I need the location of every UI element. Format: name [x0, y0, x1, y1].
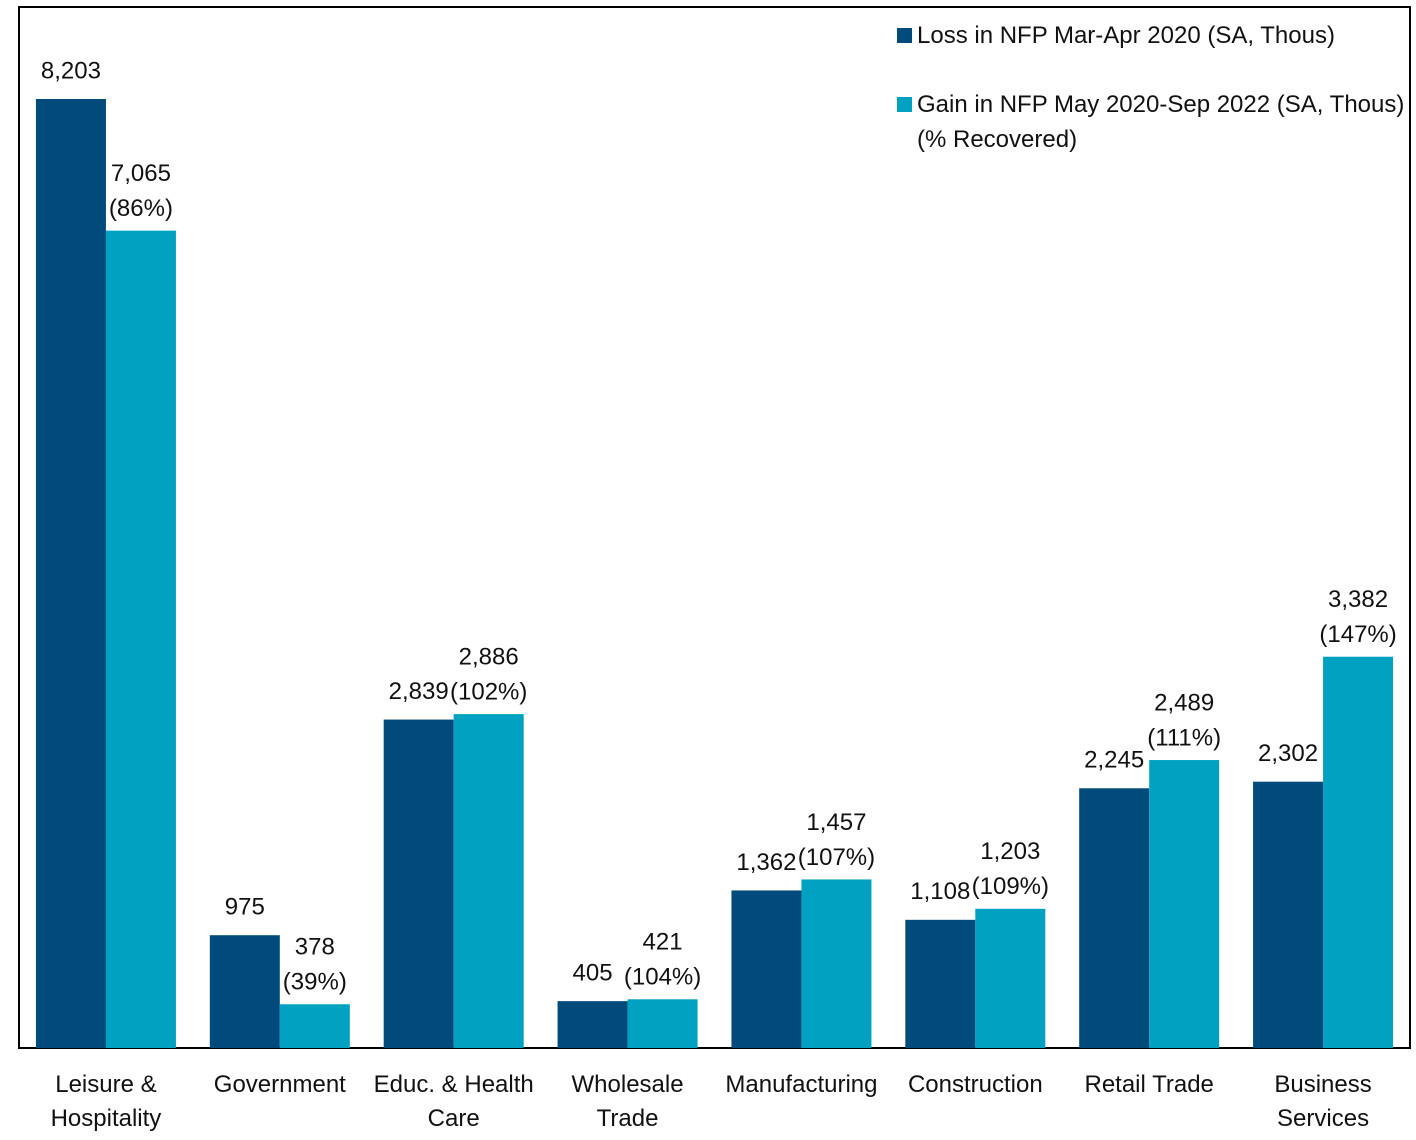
- bar: [279, 1004, 350, 1048]
- data-label: 1,108: [910, 878, 970, 905]
- bar: [731, 890, 802, 1048]
- plot-frame: [18, 6, 1411, 1049]
- bar: [383, 719, 454, 1048]
- bar: [557, 1001, 628, 1048]
- bar: [801, 879, 872, 1048]
- x-tick-label: Construction: [907, 1071, 1043, 1098]
- bar: [627, 999, 698, 1048]
- x-tick-label: Retail Trade: [1084, 1071, 1214, 1098]
- bar: [905, 919, 976, 1048]
- recovered-label: (86%): [109, 195, 173, 222]
- bar: [105, 230, 176, 1048]
- x-tick-label-box: Wholesale Trade: [571, 1071, 684, 1132]
- data-label: 3,382: [1328, 586, 1388, 613]
- data-label: 378: [295, 934, 335, 961]
- recovered-label: (107%): [798, 844, 875, 871]
- x-tick-label: Wholesale Trade: [571, 1071, 684, 1132]
- data-label: 421: [643, 929, 683, 956]
- x-tick-label: Educ. & Health Care: [373, 1071, 534, 1132]
- data-label: 7,065: [111, 160, 171, 187]
- bar: [975, 908, 1046, 1048]
- x-tick-label-box: Construction: [907, 1071, 1043, 1098]
- data-label: 975: [225, 894, 265, 921]
- data-label: 2,245: [1084, 747, 1144, 774]
- recovered-label: (39%): [283, 969, 347, 996]
- recovered-label: (102%): [450, 678, 527, 705]
- x-tick-label-box: Business Services: [1274, 1071, 1372, 1132]
- bar: [453, 714, 524, 1048]
- legend-label-box: Gain in NFP May 2020-Sep 2022 (SA, Thous…: [917, 91, 1405, 153]
- recovered-label: (147%): [1319, 621, 1396, 648]
- x-tick-label: Government: [213, 1071, 346, 1098]
- data-label: 2,302: [1258, 740, 1318, 767]
- x-tick-label-box: Government: [213, 1071, 346, 1098]
- bar: [35, 99, 106, 1048]
- data-label: 1,362: [736, 849, 796, 876]
- recovered-label: (109%): [972, 873, 1049, 900]
- data-label: 8,203: [41, 57, 101, 84]
- data-label: 1,457: [806, 809, 866, 836]
- x-tick-label-box: Educ. & Health Care: [373, 1071, 534, 1132]
- x-tick-label: Manufacturing: [725, 1071, 878, 1098]
- bar: [209, 935, 280, 1048]
- data-label: 2,886: [459, 643, 519, 670]
- x-tick-label: Leisure & Hospitality: [50, 1071, 162, 1132]
- recovered-label: (104%): [624, 964, 701, 991]
- legend-swatch: [897, 97, 912, 112]
- x-tick-label-box: Leisure & Hospitality: [50, 1071, 162, 1132]
- bar: [1079, 788, 1150, 1048]
- legend-swatch: [897, 28, 912, 43]
- bar: [1323, 656, 1394, 1048]
- legend-label: Loss in NFP Mar-Apr 2020 (SA, Thous): [917, 22, 1335, 49]
- data-label: 2,489: [1154, 689, 1214, 716]
- legend-label-box: Loss in NFP Mar-Apr 2020 (SA, Thous): [917, 22, 1335, 49]
- x-tick-label-box: Manufacturing: [725, 1071, 878, 1098]
- legend-label: Gain in NFP May 2020-Sep 2022 (SA, Thous…: [917, 91, 1405, 153]
- x-tick-label-box: Retail Trade: [1084, 1071, 1214, 1098]
- bar: [1253, 781, 1324, 1048]
- x-tick-label: Business Services: [1274, 1071, 1372, 1132]
- bar: [1149, 760, 1220, 1048]
- recovered-label: (111%): [1147, 724, 1221, 751]
- data-label: 2,839: [389, 678, 449, 705]
- data-label: 1,203: [980, 838, 1040, 865]
- data-label: 405: [573, 959, 613, 986]
